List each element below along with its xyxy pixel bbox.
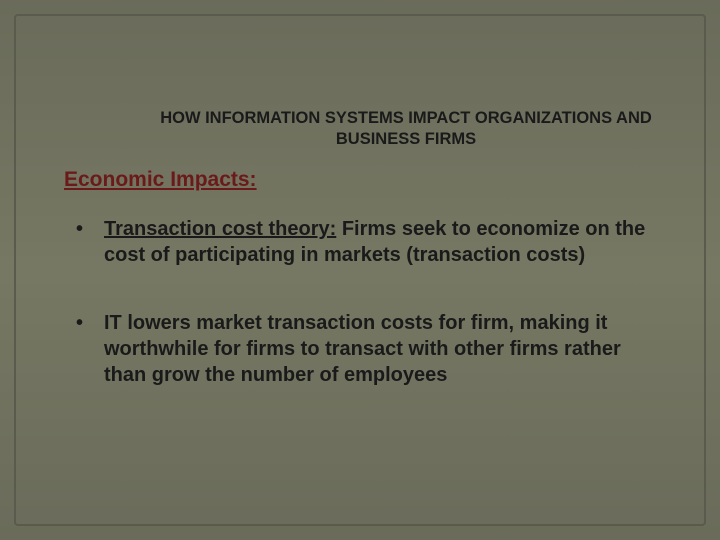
bullet-term: Transaction cost theory: — [104, 218, 336, 240]
slide-title: HOW INFORMATION SYSTEMS IMPACT ORGANIZAT… — [128, 108, 684, 151]
list-item: IT lowers market transaction costs for f… — [76, 310, 654, 388]
bullet-list: Transaction cost theory: Firms seek to e… — [76, 216, 654, 430]
slide-inner-border: HOW INFORMATION SYSTEMS IMPACT ORGANIZAT… — [14, 14, 706, 526]
slide: HOW INFORMATION SYSTEMS IMPACT ORGANIZAT… — [0, 0, 720, 540]
slide-subtitle: Economic Impacts: — [64, 168, 257, 192]
list-item: Transaction cost theory: Firms seek to e… — [76, 216, 654, 268]
bullet-text: IT lowers market transaction costs for f… — [104, 312, 621, 386]
